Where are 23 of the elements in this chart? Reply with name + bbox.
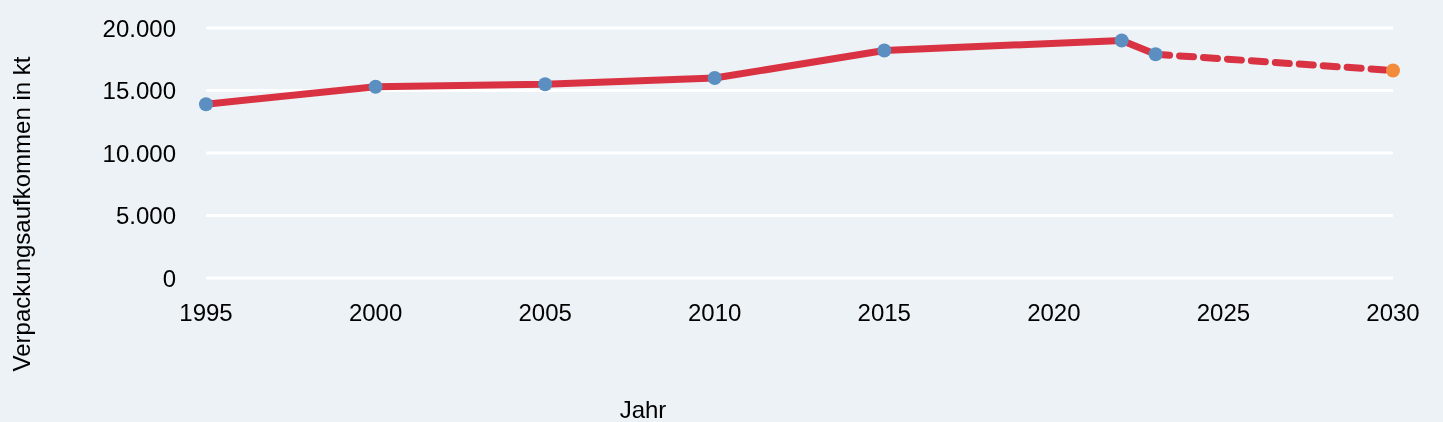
x-tick-label: 2015 <box>857 299 911 326</box>
point <box>1386 63 1400 78</box>
y-tick-label: 20.000 <box>102 14 176 42</box>
point <box>1114 33 1129 48</box>
point <box>1148 47 1163 62</box>
y-axis-title: Verpackungsaufkommen in kt <box>8 56 35 372</box>
y-tick-label: 10.000 <box>102 139 176 167</box>
y-tick-label: 0 <box>162 264 176 292</box>
x-tick-label: 2020 <box>1027 299 1081 326</box>
x-tick-label: 2010 <box>688 299 742 326</box>
x-tick-label: 2000 <box>348 299 403 326</box>
point <box>877 43 892 58</box>
x-tick-label: 2005 <box>518 299 572 326</box>
x-tick-label: 2025 <box>1196 299 1251 326</box>
point <box>538 77 553 92</box>
y-tick-label: 5.000 <box>115 202 176 229</box>
x-tick-label: 2030 <box>1366 299 1420 326</box>
point <box>707 71 722 85</box>
x-tick-label: 1995 <box>179 299 233 326</box>
x-axis-title: Jahr <box>619 396 667 422</box>
point <box>199 97 213 112</box>
point <box>368 79 383 94</box>
y-tick-label: 15.000 <box>102 77 176 104</box>
